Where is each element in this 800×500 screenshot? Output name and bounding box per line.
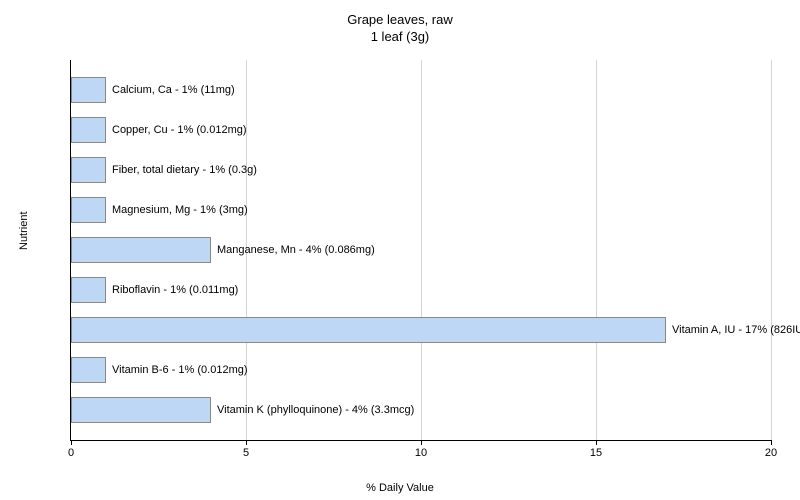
grid-line — [421, 60, 422, 440]
x-tick — [421, 440, 422, 445]
bar-label: Copper, Cu - 1% (0.012mg) — [112, 124, 247, 136]
bar-row: Magnesium, Mg - 1% (3mg) — [71, 197, 248, 223]
bar — [71, 277, 106, 303]
bar-label: Calcium, Ca - 1% (11mg) — [112, 84, 235, 96]
x-tick-label: 0 — [68, 447, 74, 459]
x-tick-label: 20 — [765, 447, 777, 459]
chart-title-line2: 1 leaf (3g) — [371, 29, 430, 44]
y-axis-label: Nutrient — [18, 211, 30, 250]
bar-label: Vitamin B-6 - 1% (0.012mg) — [112, 364, 248, 376]
grid-line — [596, 60, 597, 440]
bar — [71, 397, 211, 423]
plot-area: 05101520Calcium, Ca - 1% (11mg)Copper, C… — [70, 60, 771, 441]
bar-label: Fiber, total dietary - 1% (0.3g) — [112, 164, 257, 176]
bar — [71, 237, 211, 263]
bar-label: Riboflavin - 1% (0.011mg) — [112, 284, 238, 296]
bar-label: Manganese, Mn - 4% (0.086mg) — [217, 244, 375, 256]
bar-row: Copper, Cu - 1% (0.012mg) — [71, 117, 247, 143]
nutrient-chart: Grape leaves, raw 1 leaf (3g) Nutrient 0… — [0, 0, 800, 500]
bar-label: Vitamin A, IU - 17% (826IU) — [672, 324, 800, 336]
bar-row: Riboflavin - 1% (0.011mg) — [71, 277, 238, 303]
bar-row: Vitamin A, IU - 17% (826IU) — [71, 317, 800, 343]
x-tick — [71, 440, 72, 445]
bar-row: Manganese, Mn - 4% (0.086mg) — [71, 237, 375, 263]
bar — [71, 117, 106, 143]
x-tick-label: 15 — [590, 447, 602, 459]
bar — [71, 157, 106, 183]
bar-row: Calcium, Ca - 1% (11mg) — [71, 77, 235, 103]
bar-row: Vitamin B-6 - 1% (0.012mg) — [71, 357, 248, 383]
x-tick — [771, 440, 772, 445]
x-tick — [596, 440, 597, 445]
x-tick — [246, 440, 247, 445]
chart-title: Grape leaves, raw 1 leaf (3g) — [0, 12, 800, 46]
bar-label: Magnesium, Mg - 1% (3mg) — [112, 204, 248, 216]
x-tick-label: 10 — [415, 447, 427, 459]
bar — [71, 197, 106, 223]
bar-row: Fiber, total dietary - 1% (0.3g) — [71, 157, 257, 183]
x-axis-label: % Daily Value — [0, 482, 800, 494]
bar-label: Vitamin K (phylloquinone) - 4% (3.3mcg) — [217, 404, 414, 416]
bar-row: Vitamin K (phylloquinone) - 4% (3.3mcg) — [71, 397, 414, 423]
chart-title-line1: Grape leaves, raw — [347, 12, 453, 27]
bar — [71, 357, 106, 383]
bar — [71, 77, 106, 103]
grid-line — [771, 60, 772, 440]
x-tick-label: 5 — [243, 447, 249, 459]
bar — [71, 317, 666, 343]
